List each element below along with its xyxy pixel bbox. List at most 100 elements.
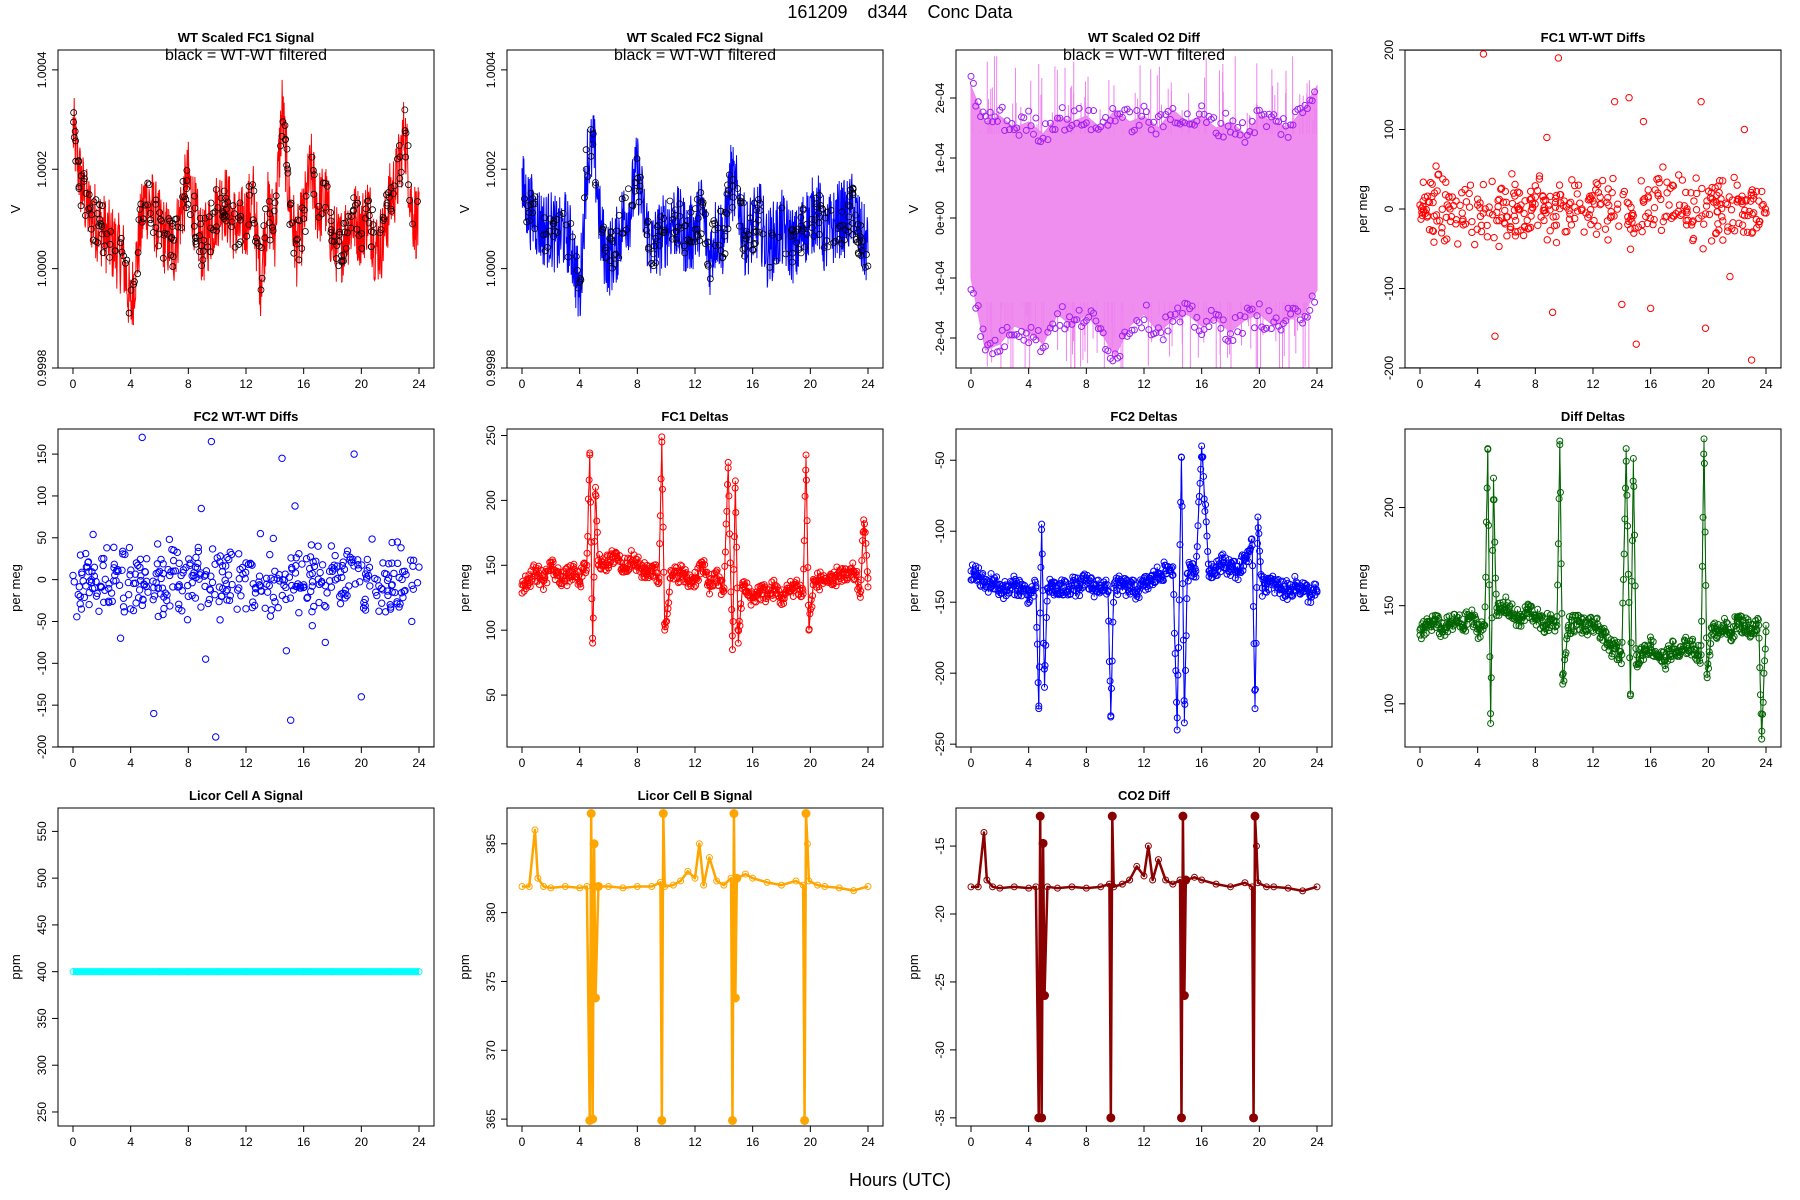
data-point — [401, 106, 409, 114]
y-tick-label: 1.0004 — [35, 51, 49, 88]
data-point — [1573, 190, 1581, 198]
data-point — [212, 733, 220, 741]
data-point — [1003, 587, 1011, 595]
data-point — [768, 231, 776, 239]
data-point — [1032, 114, 1040, 122]
data-point — [782, 250, 790, 258]
data-point — [691, 874, 699, 882]
data-point — [1510, 611, 1518, 619]
x-tick-label: 20 — [1253, 377, 1267, 391]
data-point — [727, 1115, 737, 1125]
data-point — [1181, 875, 1191, 885]
data-point — [327, 542, 336, 550]
data-point — [70, 578, 78, 586]
data-point — [576, 580, 584, 588]
data-point — [569, 233, 576, 241]
data-point — [814, 881, 822, 889]
data-point — [1682, 207, 1691, 215]
data-point — [741, 237, 749, 245]
data-point — [1106, 117, 1114, 125]
plot-area — [967, 442, 1321, 734]
x-tick-label: 16 — [1644, 377, 1658, 391]
data-point — [1437, 229, 1446, 237]
data-point — [1552, 238, 1561, 247]
y-tick-label: -150 — [35, 693, 49, 717]
data-point — [803, 220, 811, 228]
data-point — [599, 226, 606, 233]
data-point — [388, 538, 396, 547]
data-point — [799, 206, 807, 214]
data-point — [1491, 332, 1499, 340]
data-point — [116, 634, 125, 642]
data-point — [763, 878, 771, 886]
data-point — [1416, 631, 1424, 639]
data-point — [1227, 563, 1234, 571]
data-point — [1106, 1113, 1116, 1123]
data-point — [525, 209, 533, 217]
x-tick-label: 8 — [1083, 1135, 1090, 1149]
data-point — [658, 809, 668, 819]
data-point — [1022, 329, 1030, 337]
data-point — [1479, 50, 1488, 58]
data-point — [1263, 883, 1271, 891]
data-point — [369, 221, 377, 229]
data-point — [197, 504, 206, 513]
data-point — [1277, 130, 1285, 138]
data-point — [275, 570, 283, 579]
data-point — [1135, 121, 1143, 129]
data-point — [153, 560, 162, 568]
y-tick-label: -200 — [1382, 356, 1396, 380]
data-point — [1287, 310, 1295, 318]
data-point — [1586, 205, 1595, 214]
data-point — [361, 595, 369, 604]
data-point — [1299, 887, 1307, 895]
data-point — [813, 203, 820, 211]
x-tick-label: 0 — [70, 1135, 77, 1149]
x-tick-label: 4 — [1025, 1135, 1032, 1149]
chart-annotation: black = WT-WT filtered — [614, 47, 776, 64]
data-point — [1539, 621, 1547, 629]
data-point — [684, 577, 692, 585]
data-point — [110, 560, 118, 569]
data-point — [1035, 811, 1045, 821]
data-point — [1655, 178, 1663, 187]
data-point — [1027, 122, 1035, 130]
data-point — [140, 581, 149, 589]
data-point — [223, 553, 231, 562]
data-point — [130, 280, 138, 288]
data-point — [96, 201, 104, 209]
data-point — [793, 239, 800, 247]
data-point — [315, 213, 323, 221]
data-point — [1493, 208, 1501, 217]
data-point — [838, 240, 845, 247]
data-point — [1712, 229, 1720, 238]
data-point — [388, 559, 396, 567]
y-axis-label: per meg — [1355, 564, 1370, 612]
data-point — [723, 210, 731, 217]
data-point — [1571, 203, 1579, 211]
data-point — [350, 206, 357, 214]
data-point — [1313, 883, 1321, 891]
data-point — [778, 204, 786, 212]
data-point — [1668, 645, 1676, 653]
y-axis-label: per meg — [1355, 185, 1370, 233]
x-tick-label: 8 — [1083, 756, 1090, 770]
data-point — [1429, 198, 1437, 207]
data-point — [402, 570, 410, 579]
data-point — [351, 580, 360, 588]
data-point — [231, 210, 238, 218]
data-point — [520, 195, 528, 203]
y-tick-label: 100 — [484, 620, 498, 640]
data-point — [602, 247, 609, 254]
data-point — [295, 256, 303, 264]
data-point — [591, 993, 601, 1003]
data-point — [267, 606, 276, 614]
data-point — [1726, 631, 1734, 639]
data-point — [321, 638, 329, 647]
data-point — [550, 217, 558, 225]
data-point — [1166, 115, 1174, 123]
data-point — [1551, 198, 1560, 207]
data-point — [1104, 347, 1112, 355]
